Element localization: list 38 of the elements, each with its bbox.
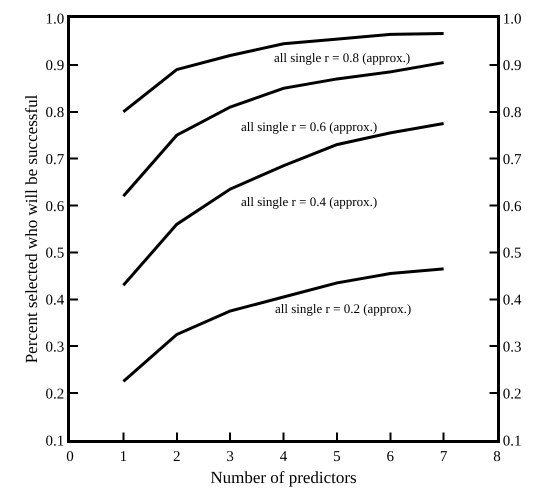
y-tick-label: 0.1 [46,433,64,450]
annotation: all single r = 0.4 (approx.) [241,194,378,209]
x-tick-label: 1 [120,448,128,465]
line-series [122,122,446,287]
y-tick-label: 0.7 [46,152,65,168]
y-tick-label: 0.2 [46,386,64,402]
x-tick-label: 4 [280,448,288,465]
y2-tick-label: 0.2 [502,386,522,402]
y-tick-label: 0.9 [46,58,64,74]
x-tick-label: 0 [66,448,74,465]
annotation: all single r = 0.8 (approx.) [274,50,410,65]
y2-tick-label: 0.8 [502,105,522,122]
x-tick-label: 2 [173,448,180,465]
y-tick-label: 0.5 [46,246,64,262]
line-series [122,267,446,383]
y-tick-label: 0.3 [46,339,64,356]
y2-tick-label: 0.7 [502,152,522,168]
y2-tick-label: 0.6 [502,198,522,215]
y2-tick-label: 0.1 [502,433,522,450]
x-tick-label: 8 [493,448,501,465]
y2-tick-label: 0.3 [502,339,522,356]
x-axis-title: Number of predictors [210,468,357,488]
y2-tick-label: 0.5 [502,246,522,262]
annotation: all single r = 0.6 (approx.) [241,119,378,134]
y-tick-label: 1.0 [46,11,64,28]
x-tick-label: 5 [333,448,341,465]
y-tick-label: 0.8 [46,105,64,122]
y2-tick-label: 1.0 [502,11,522,28]
annotation: all single r = 0.2 (approx.) [275,301,412,316]
y-tick-label: 0.4 [46,292,65,309]
x-tick-label: 3 [226,448,234,465]
line-series [122,32,446,114]
x-tick-label: 6 [386,448,394,465]
y2-tick-label: 0.4 [502,292,522,309]
y-tick-label: 0.6 [46,198,65,215]
y2-tick-label: 0.9 [502,58,522,74]
y-axis-title: Percent selected who will be successful [22,94,42,364]
x-tick-label: 7 [440,448,448,465]
